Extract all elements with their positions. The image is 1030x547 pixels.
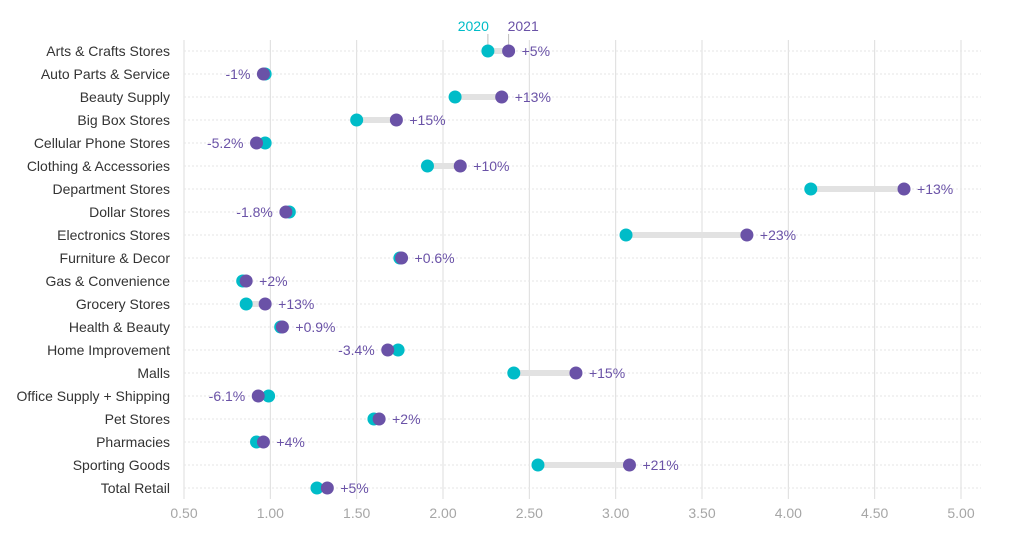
dots [236, 44, 911, 495]
labels: Arts & Crafts Stores +5% Auto Parts & Serv… [17, 43, 954, 496]
dot-2021 [395, 251, 409, 265]
change-label: -3.4% [338, 342, 375, 358]
row-guides [184, 50, 981, 489]
x-tick-label: 2.00 [429, 505, 456, 521]
change-label: +2% [392, 411, 420, 427]
change-label: +15% [409, 112, 445, 128]
change-label: +23% [760, 227, 796, 243]
change-label: +5% [522, 43, 550, 59]
change-label: +4% [276, 434, 304, 450]
change-label: -6.1% [209, 388, 246, 404]
dot-2020 [448, 90, 462, 104]
change-label: +0.9% [295, 319, 335, 335]
change-label: +13% [515, 89, 551, 105]
category-label: Grocery Stores [76, 296, 170, 312]
category-label: Auto Parts & Service [41, 66, 170, 82]
category-label: Total Retail [101, 480, 170, 496]
dot-2021 [258, 297, 272, 311]
category-label: Beauty Supply [80, 89, 170, 105]
dot-2020 [481, 44, 495, 58]
change-label: +13% [278, 296, 314, 312]
dot-2020 [804, 182, 818, 196]
connectors [242, 48, 905, 491]
category-label: Electronics Stores [57, 227, 170, 243]
change-label: +13% [917, 181, 953, 197]
change-label: +10% [473, 158, 509, 174]
category-label: Furniture & Decor [60, 250, 171, 266]
x-tick-label: 3.50 [688, 505, 715, 521]
category-label: Cellular Phone Stores [34, 135, 170, 151]
dot-2021 [495, 90, 509, 104]
x-tick-label: 3.00 [602, 505, 629, 521]
dot-2021 [453, 159, 467, 173]
change-label: -5.2% [207, 135, 244, 151]
dot-2021 [740, 228, 754, 242]
dot-2021 [372, 412, 386, 426]
legend: 2020 2021 [458, 18, 539, 45]
category-label: Pharmacies [96, 434, 170, 450]
x-tick-label: 1.00 [257, 505, 284, 521]
category-label: Pet Stores [105, 411, 170, 427]
change-label: -1.8% [236, 204, 273, 220]
grid-layer: 0.50 1.00 1.50 2.00 2.50 3.00 3.50 4.00 4.50 5.00 [170, 40, 975, 521]
category-label: Clothing & Accessories [27, 158, 170, 174]
dot-2021 [569, 366, 583, 380]
dot-2021 [502, 44, 516, 58]
dot-2021 [381, 343, 395, 357]
dot-2021 [256, 435, 270, 449]
dot-2021 [251, 389, 265, 403]
x-tick-label: 2.50 [516, 505, 543, 521]
dot-2021 [250, 136, 264, 150]
dot-2021 [256, 67, 270, 81]
category-label: Home Improvement [47, 342, 170, 358]
category-label: Malls [137, 365, 170, 381]
x-tick-label: 0.50 [170, 505, 197, 521]
dot-2020 [391, 343, 405, 357]
dot-2021 [897, 182, 911, 196]
change-label: +0.6% [415, 250, 455, 266]
dot-2021 [389, 113, 403, 127]
category-label: Department Stores [53, 181, 171, 197]
x-tick-label: 4.50 [861, 505, 888, 521]
dot-2020 [310, 481, 324, 495]
category-label: Big Box Stores [77, 112, 170, 128]
change-label: +2% [259, 273, 287, 289]
change-label: +5% [340, 480, 368, 496]
dot-2020 [350, 113, 364, 127]
dot-2021 [320, 481, 334, 495]
category-label: Health & Beauty [69, 319, 170, 335]
dot-2020 [619, 228, 633, 242]
dot-2020 [239, 297, 253, 311]
dot-2021 [275, 320, 289, 334]
dot-2020 [531, 458, 545, 472]
change-label: +15% [589, 365, 625, 381]
category-label: Arts & Crafts Stores [46, 43, 170, 59]
legend-label-2020: 2020 [458, 18, 489, 34]
dot-2020 [420, 159, 434, 173]
x-tick-label: 5.00 [947, 505, 974, 521]
change-label: -1% [226, 66, 251, 82]
category-label: Gas & Convenience [45, 273, 170, 289]
x-tick-label: 4.00 [775, 505, 802, 521]
dot-2020 [262, 389, 276, 403]
dot-2020 [507, 366, 521, 380]
category-label: Sporting Goods [73, 457, 170, 473]
dot-2021 [279, 205, 293, 219]
dot-2021 [622, 458, 636, 472]
change-label: +21% [642, 457, 678, 473]
legend-label-2021: 2021 [508, 18, 539, 34]
category-label: Office Supply + Shipping [17, 388, 170, 404]
category-label: Dollar Stores [89, 204, 170, 220]
x-tick-label: 1.50 [343, 505, 370, 521]
dot-2021 [239, 274, 253, 288]
